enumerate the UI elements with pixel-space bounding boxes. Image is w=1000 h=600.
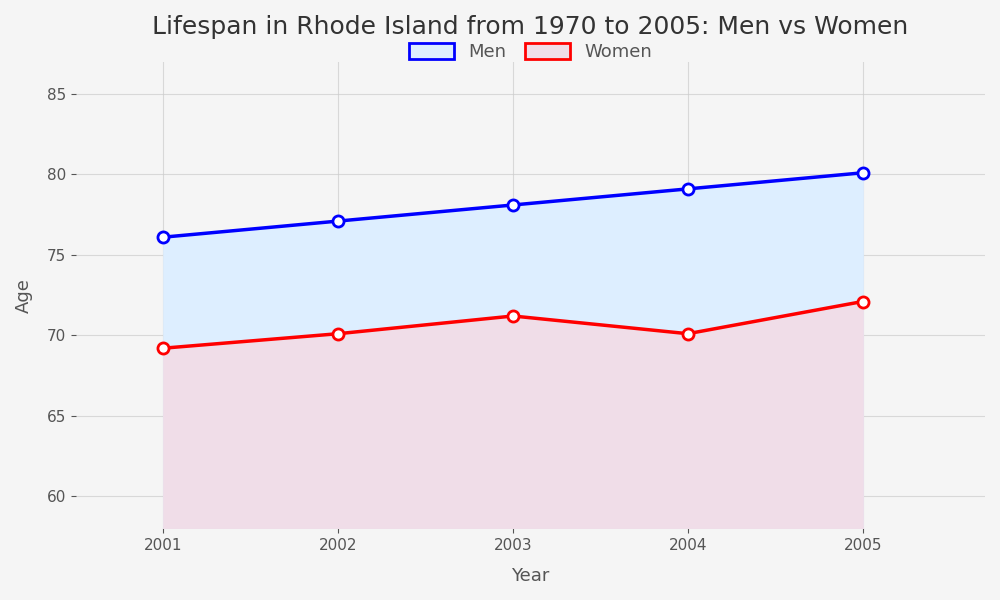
- Y-axis label: Age: Age: [15, 278, 33, 313]
- Title: Lifespan in Rhode Island from 1970 to 2005: Men vs Women: Lifespan in Rhode Island from 1970 to 20…: [152, 15, 909, 39]
- X-axis label: Year: Year: [511, 567, 550, 585]
- Legend: Men, Women: Men, Women: [400, 34, 661, 70]
